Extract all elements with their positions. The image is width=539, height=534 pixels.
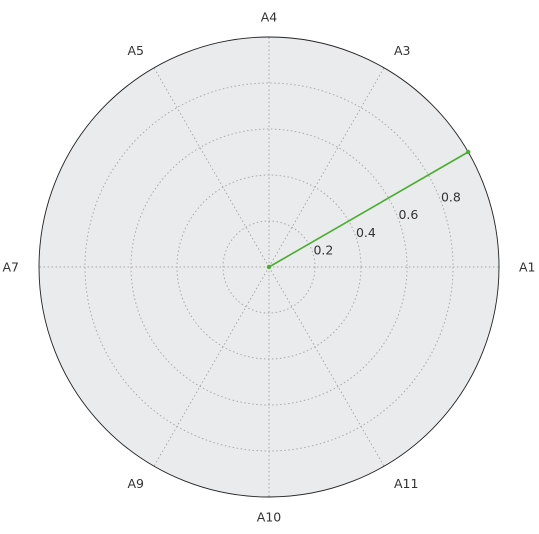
axis-label-A7: A7	[2, 260, 19, 275]
axis-label-A3: A3	[394, 43, 411, 58]
angular-axis-labels: A1 A3 A4 A5 A7 A9 A10 A11	[2, 10, 535, 525]
axis-label-A4: A4	[261, 10, 278, 25]
radial-grid-ring	[130, 128, 408, 406]
polar-frame	[38, 36, 500, 498]
series-line	[268, 151, 469, 268]
radial-tick-label: 0.2	[313, 242, 333, 257]
radial-tick-labels: 0.2 0.4 0.6 0.8	[313, 190, 460, 258]
radial-grid-ring	[222, 220, 316, 314]
radial-tick-label: 0.8	[441, 190, 461, 205]
axis-label-A11: A11	[394, 476, 418, 491]
axis-label-A1: A1	[519, 260, 536, 275]
axis-label-A10: A10	[257, 510, 282, 525]
series-point	[465, 149, 471, 155]
axis-label-A5: A5	[127, 43, 144, 58]
series-layer	[266, 149, 471, 270]
radial-tick-label: 0.6	[398, 207, 418, 222]
series-point	[266, 264, 272, 270]
axis-label-A9: A9	[127, 476, 144, 491]
radial-tick-label: 0.4	[356, 225, 376, 240]
outer-frame-circle	[38, 36, 500, 498]
